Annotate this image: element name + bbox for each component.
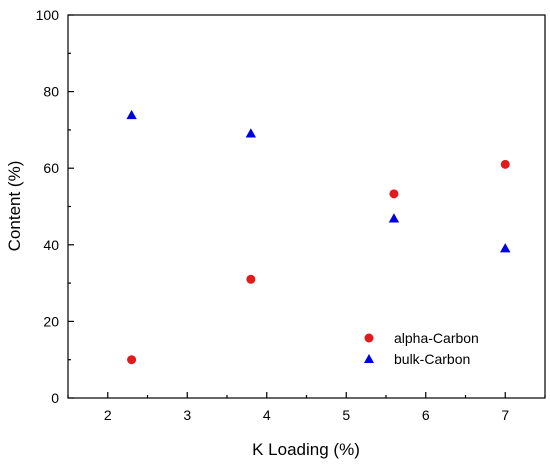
point-alpha-carbon	[127, 355, 137, 365]
y-tick-label: 60	[43, 160, 59, 176]
y-tick-label: 80	[43, 84, 59, 100]
point-bulk-carbon	[126, 109, 137, 120]
y-tick-label: 20	[43, 313, 59, 329]
legend: alpha-Carbon bulk-Carbon	[364, 330, 479, 367]
y-axis-tick-labels: 0 20 40 60 80 100	[36, 7, 60, 406]
legend-label-alpha-carbon: alpha-Carbon	[394, 330, 479, 346]
point-bulk-carbon	[245, 128, 257, 138]
point-bulk-carbon	[388, 213, 400, 223]
y-axis-title: Content (%)	[5, 161, 24, 252]
x-tick-label: 3	[183, 407, 191, 423]
y-tick-label: 100	[36, 7, 60, 23]
point-alpha-carbon	[500, 159, 510, 169]
x-tick-label: 7	[501, 407, 509, 423]
y-tick-label: 40	[43, 237, 59, 253]
x-axis-ticks	[67, 392, 546, 398]
point-alpha-carbon	[389, 189, 399, 199]
legend-marker-alpha-carbon	[364, 333, 374, 343]
x-tick-label: 6	[422, 407, 430, 423]
point-bulk-carbon	[500, 243, 511, 253]
legend-label-bulk-carbon: bulk-Carbon	[394, 351, 470, 367]
x-axis-tick-labels: 2 3 4 5 6 7	[104, 407, 510, 423]
y-tick-label: 0	[51, 390, 59, 406]
legend-marker-bulk-carbon	[364, 354, 374, 363]
x-tick-label: 5	[342, 407, 350, 423]
x-tick-label: 4	[263, 407, 271, 423]
data-points	[126, 109, 511, 365]
x-tick-label: 2	[104, 407, 112, 423]
x-axis-title: K Loading (%)	[252, 440, 360, 459]
point-alpha-carbon	[246, 274, 256, 284]
y-axis-ticks	[68, 14, 74, 399]
